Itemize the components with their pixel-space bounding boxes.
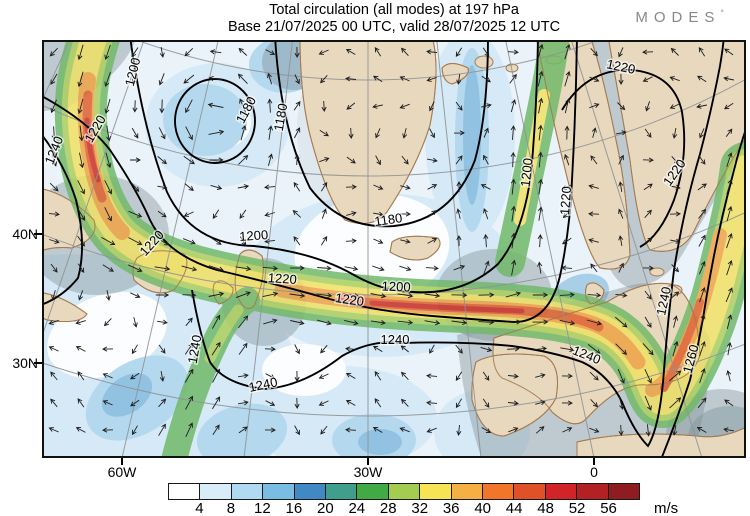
colorbar-segment-0 (169, 484, 200, 499)
colorbar-segment-1 (199, 484, 231, 499)
colorbar-tick-52: 52 (568, 500, 586, 516)
colorbar-tick-40: 40 (474, 500, 491, 516)
colorbar-segment-14 (607, 484, 640, 499)
x-axis-tick (121, 458, 123, 465)
colorbar-segment-8 (419, 484, 451, 499)
colorbar-segment-11 (513, 484, 545, 499)
y-axis-label-40N: 40N (12, 226, 38, 242)
logo-registered-mark: ° (720, 8, 724, 18)
colorbar-tick-12: 12 (254, 500, 271, 516)
contour-label-1220: 1220 (557, 186, 574, 216)
colorbar-segment-10 (482, 484, 514, 499)
colorbar-tick-48: 48 (537, 500, 554, 516)
y-axis-label-30N: 30N (12, 355, 38, 371)
colorbar-segment-5 (325, 484, 357, 499)
contour-label-1200: 1200 (518, 157, 536, 187)
map-border (42, 40, 746, 458)
colorbar-tick-44: 44 (505, 500, 523, 516)
contour-label-1240: 1240 (185, 334, 205, 365)
x-axis-label-0: 0 (590, 464, 598, 480)
colorbar-segment-2 (230, 484, 263, 499)
colorbar (168, 483, 640, 500)
y-axis-tick (34, 362, 42, 364)
x-axis-tick (593, 458, 595, 465)
colorbar-segment-4 (293, 484, 326, 499)
map-plot: 1180 1180 1180 1200 1200 1200 1200 1220 1220 1220… (42, 40, 746, 458)
colorbar-tick-4: 4 (195, 500, 204, 516)
colorbar-segment-7 (387, 484, 420, 499)
colorbar-segment-6 (356, 484, 388, 499)
y-axis-tick (34, 233, 42, 235)
colorbar-tick-16: 16 (285, 500, 303, 516)
wind-vector-arrows (48, 43, 734, 437)
colorbar-tick-36: 36 (442, 500, 460, 516)
contour-label-1180: 1180 (373, 210, 403, 229)
contour-label-1180: 1180 (271, 102, 291, 132)
plot-subtitle: Base 21/07/2025 00 UTC, valid 28/07/2025… (227, 19, 561, 35)
contour-label-1200: 1200 (381, 279, 410, 295)
x-axis-tick (367, 458, 369, 465)
colorbar-segment-13 (576, 484, 608, 499)
plot-title: Total circulation (all modes) at 197 hPa (269, 2, 519, 18)
colorbar-tick-20: 20 (316, 500, 334, 516)
colorbar-unit: m/s (654, 500, 679, 516)
plot-titles: Total circulation (all modes) at 197 hPa… (42, 2, 746, 36)
contour-label-1200: 1200 (239, 227, 269, 244)
colorbar-segment-9 (450, 484, 483, 499)
contour-label-1220: 1220 (267, 270, 297, 287)
colorbar-tick-24: 24 (348, 500, 366, 516)
colorbar-tick-8: 8 (226, 500, 236, 516)
x-axis-label-60W: 60W (107, 464, 137, 480)
colorbar-tick-56: 56 (600, 500, 617, 516)
map-canvas: 1180 118011801200120012001200122012201220… (42, 40, 746, 458)
contour-label-1220: 1220 (334, 290, 365, 309)
modes-logo: MODES° (635, 8, 724, 26)
contour-label-1240: 1240 (381, 332, 410, 347)
colorbar-segment-12 (544, 484, 577, 499)
colorbar-tick-28: 28 (379, 500, 397, 516)
colorbar-segment-3 (262, 484, 294, 499)
graticule-lines (42, 40, 746, 458)
x-axis-label-30W: 30W (353, 464, 383, 480)
colorbar-tick-32: 32 (411, 500, 429, 516)
